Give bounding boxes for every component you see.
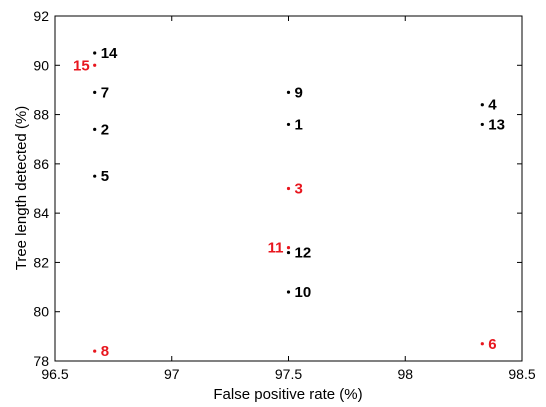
- point-label: 9: [295, 84, 303, 101]
- data-point: [286, 186, 291, 191]
- point-label: 1: [295, 116, 303, 133]
- data-point: [93, 63, 97, 67]
- point-label: 6: [488, 336, 496, 353]
- x-tick-label: 98.5: [508, 366, 535, 382]
- y-tick-label: 82: [33, 254, 49, 270]
- data-point: [286, 90, 291, 94]
- x-tick-label: 98: [397, 366, 413, 382]
- data-point: [93, 127, 97, 131]
- x-tick-label: 96.5: [41, 366, 68, 382]
- point-label: 3: [295, 181, 303, 198]
- y-tick-label: 92: [33, 8, 49, 24]
- data-point: [286, 250, 291, 255]
- y-tick-label: 86: [33, 156, 49, 172]
- data-point: [286, 122, 291, 127]
- y-axis-label: Tree length detected (%): [13, 106, 30, 271]
- point-label: 10: [295, 284, 312, 301]
- x-tick-label: 97: [164, 366, 180, 382]
- data-point: [286, 246, 291, 250]
- point-label: 11: [268, 240, 284, 257]
- x-tick-label: 97.5: [275, 366, 302, 382]
- point-label: 4: [488, 97, 497, 114]
- point-label: 2: [101, 121, 109, 138]
- point-label: 13: [488, 116, 505, 133]
- data-point: [480, 103, 484, 107]
- point-label: 7: [101, 84, 109, 101]
- point-label: 12: [295, 245, 312, 262]
- data-point: [93, 90, 97, 94]
- y-tick-label: 84: [33, 205, 49, 221]
- data-point: [286, 290, 291, 294]
- data-point: [480, 342, 484, 346]
- point-label: 15: [73, 57, 90, 74]
- data-point: [93, 174, 97, 178]
- y-tick-label: 78: [33, 353, 49, 369]
- point-label: 14: [101, 45, 118, 62]
- point-label: 8: [101, 343, 109, 360]
- y-tick-label: 90: [33, 57, 49, 73]
- y-tick-label: 88: [33, 107, 49, 123]
- point-label: 5: [101, 168, 109, 185]
- x-axis-label: False positive rate (%): [213, 386, 362, 403]
- data-point: [93, 51, 97, 55]
- data-point: [93, 349, 97, 353]
- y-tick-label: 80: [33, 304, 49, 320]
- data-point: [480, 122, 484, 127]
